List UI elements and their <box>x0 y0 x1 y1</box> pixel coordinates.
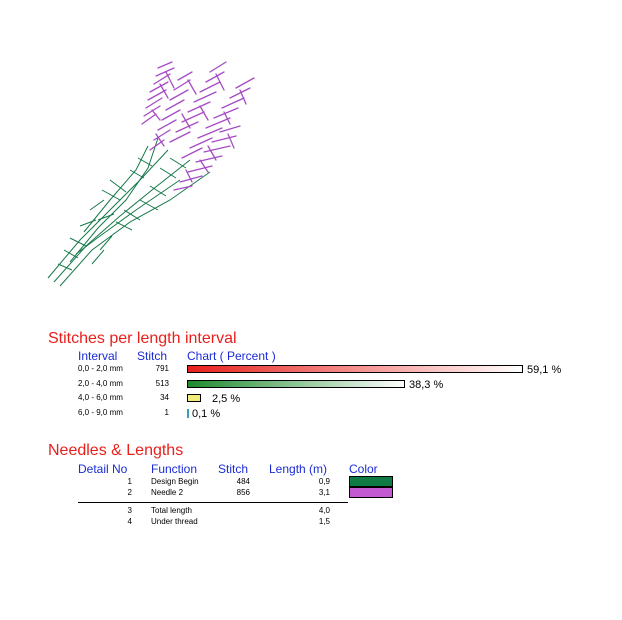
interval-stitch-count: 513 <box>155 379 169 388</box>
interval-stitch-count: 791 <box>155 364 169 373</box>
embroidery-preview <box>47 61 255 287</box>
percent-bar <box>187 380 405 388</box>
total-function-3: Total length <box>151 506 192 515</box>
needle-color-swatch-1 <box>349 476 393 487</box>
percent-bar <box>187 409 189 418</box>
function-header: Function <box>151 462 198 476</box>
needle-color-swatch-2 <box>349 487 393 498</box>
interval-stitch-count: 34 <box>160 393 169 402</box>
interval-stitch-count: 1 <box>164 408 169 417</box>
needle-function-1: Design Begin <box>151 477 199 486</box>
total-function-4: Under thread <box>151 517 198 526</box>
detail-no-header: Detail No <box>78 462 128 476</box>
total-length-3: 4,0 <box>318 506 330 515</box>
interval-label: 4,0 - 6,0 mm <box>78 393 123 402</box>
percent-label: 59,1 % <box>527 364 562 376</box>
needle-length-2: 3,1 <box>318 488 330 497</box>
percent-bar <box>187 394 201 402</box>
needle-stitch-header: Stitch <box>218 462 249 476</box>
needle-length-1: 0,9 <box>318 477 330 486</box>
needle-function-2: Needle 2 <box>151 488 184 497</box>
length-header: Length (m) <box>269 462 328 476</box>
percent-bar <box>187 365 523 373</box>
interval-label: 2,0 - 4,0 mm <box>78 379 123 388</box>
needle-stitch-1: 484 <box>236 477 250 486</box>
percent-label: 2,5 % <box>212 393 241 405</box>
color-header: Color <box>349 462 378 476</box>
needle-detail-1: 1 <box>127 477 132 486</box>
total-length-4: 1,5 <box>318 517 330 526</box>
needle-stitch-2: 856 <box>236 488 250 497</box>
percent-label: 0,1 % <box>192 408 221 420</box>
total-detail-3: 3 <box>127 506 132 515</box>
interval-label: 6,0 - 9,0 mm <box>78 408 123 417</box>
stitch-section-title: Stitches per length interval <box>48 330 237 347</box>
percent-label: 38,3 % <box>409 379 444 391</box>
flower-stitches <box>141 61 255 191</box>
interval-label: 0,0 - 2,0 mm <box>78 364 123 373</box>
needle-detail-2: 2 <box>127 488 132 497</box>
totals-divider <box>78 502 348 503</box>
stitch-header: Stitch <box>137 349 168 363</box>
stem-stitches <box>47 137 211 287</box>
needles-section-title: Needles & Lengths <box>48 442 184 459</box>
total-detail-4: 4 <box>127 517 132 526</box>
interval-header: Interval <box>78 349 118 363</box>
chart-header: Chart ( Percent ) <box>187 349 276 363</box>
